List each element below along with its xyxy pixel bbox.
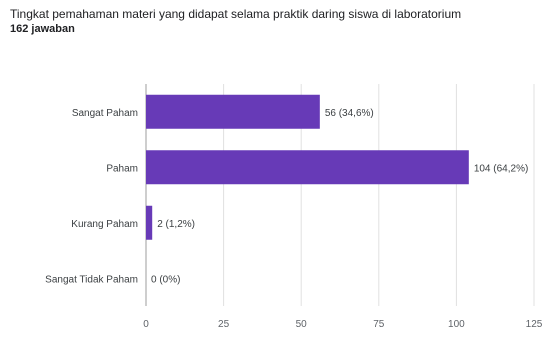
bar bbox=[146, 150, 469, 185]
x-tick-label: 0 bbox=[143, 319, 149, 330]
bar bbox=[146, 94, 320, 129]
x-tick-label: 125 bbox=[526, 319, 543, 330]
x-tick-label: 50 bbox=[296, 319, 308, 330]
category-label: Kurang Paham bbox=[71, 219, 138, 230]
value-label: 56 (34,6%) bbox=[325, 108, 374, 119]
x-tick-label: 100 bbox=[448, 319, 465, 330]
category-label: Paham bbox=[106, 163, 138, 174]
x-tick-label: 25 bbox=[218, 319, 230, 330]
x-tick-label: 75 bbox=[373, 319, 385, 330]
category-label: Sangat Tidak Paham bbox=[45, 274, 138, 285]
value-label: 2 (1,2%) bbox=[157, 219, 195, 230]
value-label: 0 (0%) bbox=[151, 274, 180, 285]
category-label: Sangat Paham bbox=[72, 108, 138, 119]
bar bbox=[146, 205, 153, 240]
response-count: 162 jawaban bbox=[10, 23, 75, 35]
chart-title: Tingkat pemahaman materi yang didapat se… bbox=[10, 7, 462, 21]
value-label: 104 (64,2%) bbox=[474, 163, 528, 174]
